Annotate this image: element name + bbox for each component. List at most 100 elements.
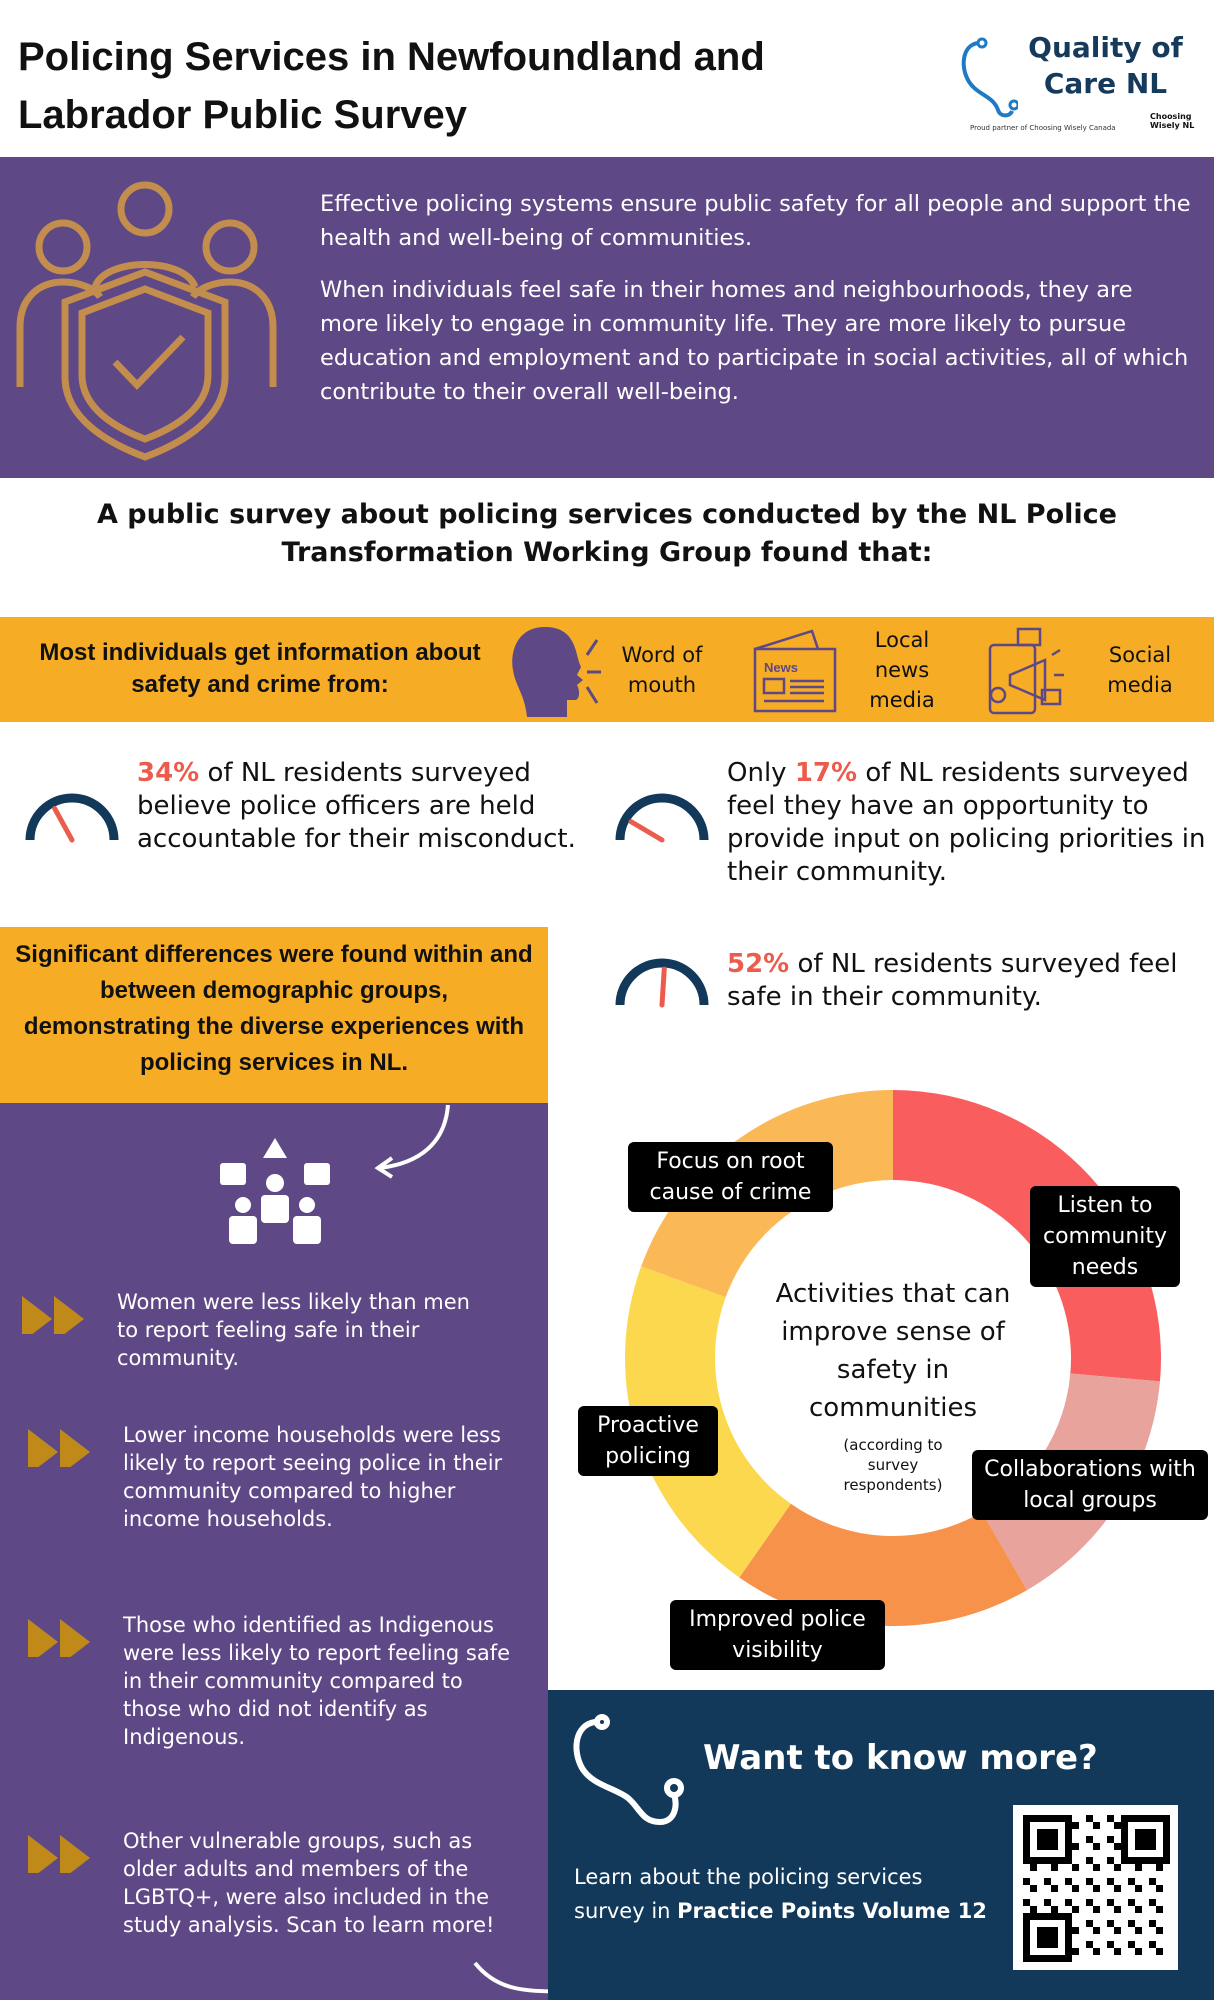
- stat-prefix: Only: [727, 758, 795, 788]
- qr-module: [1135, 1948, 1142, 1955]
- qr-module: [1156, 1815, 1163, 1822]
- qr-module: [1114, 1864, 1121, 1871]
- qr-module: [1030, 1885, 1037, 1892]
- qr-module: [1030, 1906, 1037, 1913]
- qr-module: [1023, 1955, 1030, 1962]
- qr-module: [1107, 1920, 1114, 1927]
- qr-module: [1030, 1815, 1037, 1822]
- qr-module: [1037, 1829, 1044, 1836]
- stat-text: of NL residents surveyed feel safe in th…: [727, 949, 1178, 1012]
- qr-module: [1065, 1948, 1072, 1955]
- qr-module: [1072, 1906, 1079, 1913]
- qr-module: [1051, 1941, 1058, 1948]
- qr-module: [1044, 1955, 1051, 1962]
- qr-module: [1023, 1899, 1030, 1906]
- activities-title: Activities that can improve sense of saf…: [775, 1279, 1011, 1423]
- qr-module: [1037, 1941, 1044, 1948]
- qr-module: [1093, 1906, 1100, 1913]
- qr-module: [1163, 1857, 1170, 1864]
- qr-module: [1065, 1822, 1072, 1829]
- qr-module: [1149, 1836, 1156, 1843]
- qr-module: [1121, 1843, 1128, 1850]
- stat-accountability: 34% of NL residents surveyed believe pol…: [137, 757, 587, 856]
- speaking-head-icon: [512, 627, 601, 717]
- finding-item: Women were less likely than men to repor…: [22, 1288, 497, 1372]
- group-discussion-icon: [220, 1138, 330, 1244]
- newspaper-icon: News: [753, 629, 837, 713]
- qr-module: [1093, 1885, 1100, 1892]
- finding-text: Other vulnerable groups, such as older a…: [123, 1829, 495, 1937]
- qr-module: [1128, 1899, 1135, 1906]
- qr-module: [1030, 1955, 1037, 1962]
- qr-module: [1086, 1920, 1093, 1927]
- qr-module: [1065, 1850, 1072, 1857]
- qr-module: [1023, 1913, 1030, 1920]
- qr-module: [1051, 1934, 1058, 1941]
- gauge-34-icon: [25, 793, 119, 843]
- qr-module: [1163, 1829, 1170, 1836]
- qr-module: [1107, 1941, 1114, 1948]
- qr-module: [1072, 1948, 1079, 1955]
- qr-module: [1051, 1913, 1058, 1920]
- qr-module: [1065, 1913, 1072, 1920]
- qr-module: [1107, 1857, 1114, 1864]
- practice-points-link[interactable]: Practice Points Volume 12: [677, 1899, 987, 1923]
- qr-module: [1065, 1815, 1072, 1822]
- qr-module: [1058, 1857, 1065, 1864]
- qr-module: [1156, 1857, 1163, 1864]
- stat-input-opportunity: Only 17% of NL residents surveyed feel t…: [727, 757, 1211, 889]
- qr-module: [1023, 1948, 1030, 1955]
- stat-feel-safe: 52% of NL residents surveyed feel safe i…: [727, 948, 1211, 1014]
- qr-module: [1149, 1920, 1156, 1927]
- double-chevron-icon: [28, 1619, 90, 1657]
- stethoscope-icon: [961, 37, 1018, 118]
- qr-module: [1149, 1878, 1156, 1885]
- qr-code[interactable]: [1013, 1805, 1178, 1970]
- segment-visibility: [739, 1503, 1027, 1626]
- qr-module: [1128, 1857, 1135, 1864]
- qr-module: [1037, 1815, 1044, 1822]
- qr-module: [1107, 1899, 1114, 1906]
- qr-module: [1128, 1941, 1135, 1948]
- qr-module: [1093, 1843, 1100, 1850]
- qr-module: [1051, 1815, 1058, 1822]
- qr-module: [1114, 1906, 1121, 1913]
- stat-text: of NL residents surveyed feel they have …: [727, 758, 1206, 887]
- activities-note: (according to survey respondents): [843, 1436, 943, 1494]
- qr-module: [1135, 1829, 1142, 1836]
- qr-module: [1023, 1927, 1030, 1934]
- qr-module: [1044, 1836, 1051, 1843]
- qr-module: [1128, 1815, 1135, 1822]
- qr-module: [1121, 1836, 1128, 1843]
- source-local-news: Local news media: [869, 627, 935, 712]
- qr-module: [1086, 1815, 1093, 1822]
- label-listen: Listen to community needs: [1030, 1186, 1180, 1287]
- qr-module: [1135, 1843, 1142, 1850]
- qr-module: [1051, 1927, 1058, 1934]
- qr-module: [1037, 1955, 1044, 1962]
- community-shield-icon: [16, 181, 277, 461]
- qr-module: [1023, 1920, 1030, 1927]
- qr-module: [1107, 1836, 1114, 1843]
- logo-line1: Quality of: [1028, 31, 1183, 64]
- qr-module: [1023, 1857, 1030, 1864]
- stat-percent: 52%: [727, 949, 790, 979]
- label-visibility: Improved police visibility: [670, 1600, 885, 1670]
- news-label: News: [764, 660, 798, 675]
- qr-module: [1086, 1899, 1093, 1906]
- qr-module: [1072, 1885, 1079, 1892]
- qr-module: [1163, 1843, 1170, 1850]
- qr-module: [1023, 1829, 1030, 1836]
- donut-center-text: Activities that can improve sense of saf…: [758, 1275, 1028, 1495]
- qr-module: [1044, 1927, 1051, 1934]
- qr-module: [1121, 1822, 1128, 1829]
- double-chevron-icon: [22, 1296, 84, 1334]
- qr-module: [1023, 1934, 1030, 1941]
- qr-module: [1135, 1836, 1142, 1843]
- differences-callout: Significant differences were found withi…: [0, 927, 548, 1103]
- qr-module: [1072, 1864, 1079, 1871]
- finding-text: Lower income households were less likely…: [123, 1423, 503, 1531]
- qr-module: [1065, 1857, 1072, 1864]
- intro-paragraph-2: When individuals feel safe in their home…: [320, 277, 1189, 405]
- qr-module: [1044, 1899, 1051, 1906]
